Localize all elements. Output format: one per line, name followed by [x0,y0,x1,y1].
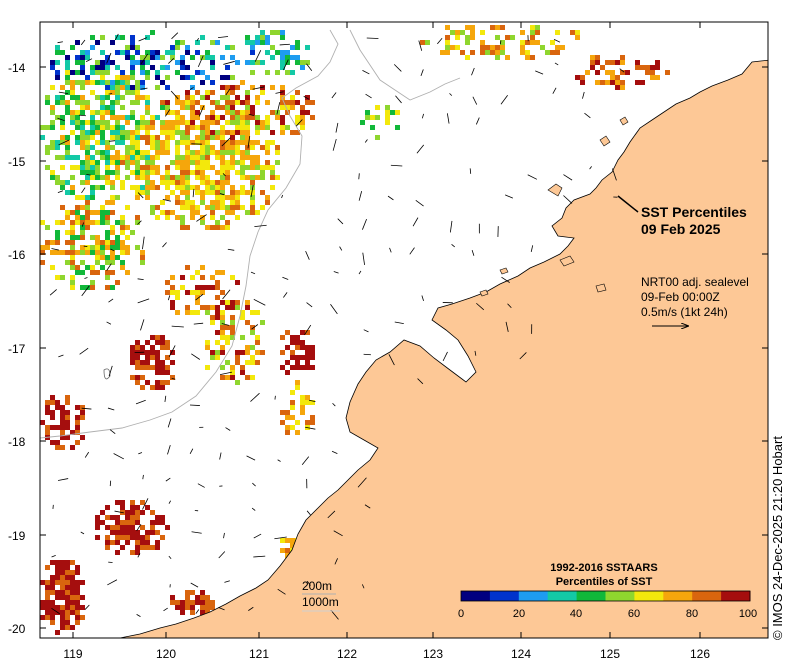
latitude-axis [40,66,768,629]
colorbar-tick: 40 [570,608,582,620]
isobath-1000m-label: 1000m [302,595,339,609]
lat-label: -14 [8,61,26,75]
colorbar-segment [634,591,664,601]
map-title: SST Percentiles [641,204,747,220]
colorbar-segment [576,591,606,601]
lon-label: 123 [423,647,443,661]
lat-label: -15 [8,155,26,169]
colorbar-tick: 100 [739,608,757,620]
colorbar-tick: 80 [686,608,698,620]
colorbar-segment [663,591,693,601]
colorbar-segment [721,591,751,601]
colorbar-segment [489,591,520,601]
colorbar-subtitle: Percentiles of SST [556,576,653,588]
current-vectors [49,32,625,620]
colorbar-tick: 20 [513,608,525,620]
colorbar [461,591,751,601]
lon-label: 125 [600,647,620,661]
title-pointer-line [617,195,639,213]
current-scale-label: 0.5m/s (1kt 24h) [641,305,728,319]
colorbar-segment [605,591,635,601]
lat-label: -18 [8,435,26,449]
lon-label: 124 [511,647,531,661]
lon-label: 126 [690,647,710,661]
lon-label: 122 [337,647,357,661]
colorbar-segment [547,591,578,601]
isobath-200m-label: 200m [302,579,332,593]
lat-label: -17 [8,342,26,356]
isobath-lines [40,29,461,439]
lon-label: 121 [249,647,269,661]
colorbar-segment [518,591,549,601]
colorbar-tick: 60 [628,608,640,620]
colorbar-tick: 0 [458,608,464,620]
colorbar-frame [460,590,751,602]
longitude-axis [72,22,701,638]
lat-label: -19 [8,529,26,543]
current-model-label: NRT00 adj. sealevel [641,275,749,289]
lat-label: -16 [8,248,26,262]
coastal-islands [479,116,629,297]
lon-label: 119 [63,647,82,661]
imos-credit: © IMOS 24-Dec-2025 21:20 Hobart [770,436,785,640]
lon-label: 120 [156,647,176,661]
lat-label: -20 [8,622,26,636]
map-date: 09 Feb 2025 [641,221,721,237]
sst-pixel-layer [40,25,670,635]
colorbar-segment [461,591,491,601]
land-mass [119,59,768,638]
colorbar-title: 1992-2016 SSTAARS [550,562,657,574]
current-time-label: 09-Feb 00:00Z [641,290,720,304]
colorbar-segment [692,591,722,601]
plot-frame [39,21,769,639]
